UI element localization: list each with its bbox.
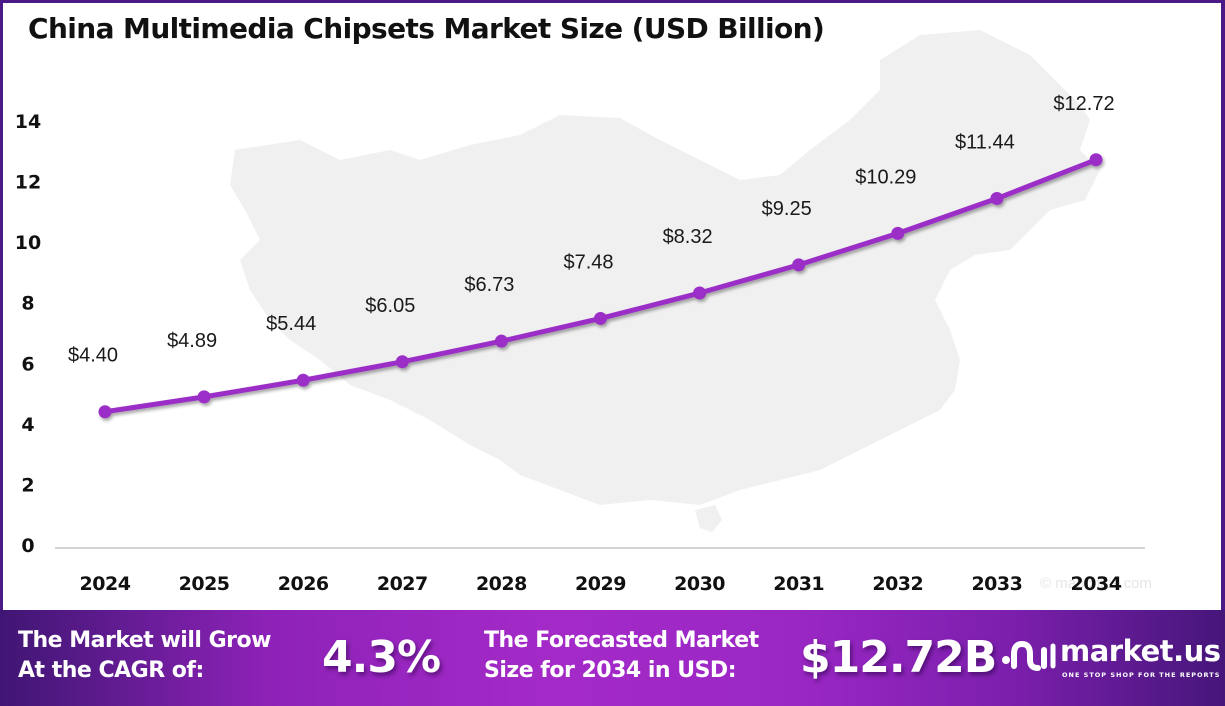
y-tick-label: 14 — [15, 111, 41, 133]
forecast-value: $12.72B — [800, 632, 997, 683]
y-tick-label: 6 — [21, 353, 34, 375]
data-label: $10.29 — [855, 166, 916, 188]
y-tick-label: 0 — [21, 535, 34, 557]
data-point — [197, 390, 211, 404]
data-point — [792, 258, 806, 272]
data-label: $8.32 — [663, 226, 713, 248]
x-tick-label: 2024 — [80, 573, 131, 595]
cagr-label: The Market will Grow At the CAGR of: — [18, 626, 271, 686]
forecast-label: The Forecasted Market Size for 2034 in U… — [484, 626, 759, 686]
data-label: $6.73 — [464, 274, 514, 296]
y-tick-label: 8 — [21, 293, 34, 315]
y-tick-label: 4 — [21, 414, 34, 436]
cagr-label-line2: At the CAGR of: — [18, 658, 204, 683]
x-tick-label: 2028 — [476, 573, 527, 595]
data-point — [395, 355, 409, 369]
x-tick-label: 2026 — [278, 573, 329, 595]
x-tick-label: 2030 — [674, 573, 725, 595]
data-point — [296, 373, 310, 387]
x-tick-label: 2029 — [575, 573, 626, 595]
data-label: $12.72 — [1053, 93, 1114, 115]
x-tick-label: 2027 — [377, 573, 428, 595]
data-point — [98, 405, 112, 419]
y-axis-ticks: 0 2 4 6 8 10 12 14 — [15, 111, 41, 557]
footer-banner: The Market will Grow At the CAGR of: 4.3… — [0, 610, 1225, 706]
data-label: $5.44 — [266, 313, 316, 335]
x-tick-label: 2034 — [1071, 573, 1122, 595]
data-label: $4.40 — [68, 345, 118, 367]
x-tick-label: 2032 — [872, 573, 923, 595]
data-point — [990, 192, 1004, 206]
data-label: $9.25 — [762, 198, 812, 220]
x-tick-label: 2025 — [179, 573, 230, 595]
china-map-background — [230, 30, 1100, 532]
watermark: © mapchips.com — [1040, 575, 1152, 592]
data-label: $4.89 — [167, 330, 217, 352]
x-tick-label: 2031 — [773, 573, 824, 595]
brand-name: market.us — [1060, 634, 1221, 668]
cagr-label-line1: The Market will Grow — [18, 628, 271, 653]
series-market-size — [98, 153, 1103, 419]
data-label: $11.44 — [955, 132, 1015, 154]
data-label: $7.48 — [563, 251, 613, 273]
data-label: $6.05 — [365, 295, 415, 317]
data-labels: $4.40 $4.89 $5.44 $6.05 $6.73 $7.48 $8.32 $9.25… — [68, 93, 1115, 367]
y-tick-label: 2 — [21, 474, 34, 496]
y-tick-label: 12 — [15, 172, 41, 194]
data-point — [1089, 153, 1103, 167]
forecast-label-line2: Size for 2034 in USD: — [484, 658, 736, 683]
data-point — [891, 226, 905, 240]
x-tick-label: 2033 — [971, 573, 1022, 595]
y-tick-label: 10 — [15, 232, 41, 254]
data-point — [594, 311, 607, 325]
cagr-value: 4.3% — [322, 632, 441, 683]
x-axis-ticks: 2024 2025 2026 2027 2028 2029 2030 2031 2032 2033… — [80, 573, 1123, 595]
brand-tagline: ONE STOP SHOP FOR THE REPORTS — [1062, 671, 1221, 679]
market-us-logo-icon — [1002, 640, 1056, 671]
forecast-label-line1: The Forecasted Market — [484, 628, 759, 653]
data-point — [693, 286, 707, 300]
chart-title: China Multimedia Chipsets Market Size (U… — [28, 12, 825, 45]
data-point — [494, 334, 508, 348]
